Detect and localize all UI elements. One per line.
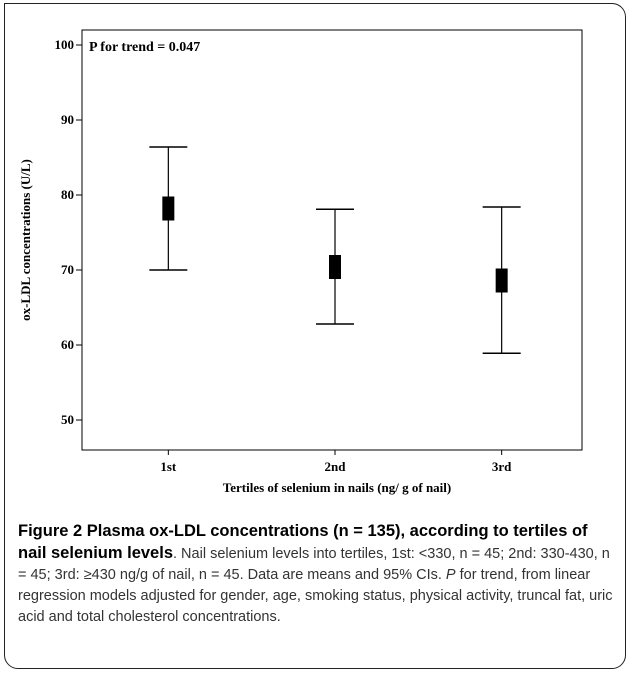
y-tick-label: 60 (61, 337, 74, 352)
x-axis-title: Tertiles of selenium in nails (ng/ g of … (223, 480, 451, 495)
x-tick-label: 2nd (325, 459, 347, 474)
y-tick-label: 90 (61, 112, 74, 127)
y-tick-label: 50 (61, 412, 74, 427)
p-trend-annotation: P for trend = 0.047 (89, 40, 200, 55)
figure-caption: Figure 2 Plasma ox-LDL concentrations (n… (18, 521, 618, 628)
caption-body-1: . Nail selenium levels into tertiles, 1s… (18, 546, 610, 583)
y-axis: 50 60 70 80 90 100 (55, 37, 82, 427)
error-bars (149, 146, 521, 354)
figure-frame (4, 3, 626, 669)
x-axis: 1st 2nd 3rd (160, 450, 512, 474)
mean-marker (162, 196, 175, 221)
mean-marker (495, 268, 508, 293)
caption-lead: Figure 2 Plasma ox-LDL concentrations (n… (18, 522, 588, 562)
y-tick-label: 80 (61, 187, 74, 202)
chart: 50 60 70 80 90 100 1st 2nd 3rd P for trend = 0.… (18, 29, 583, 495)
y-axis-title: ox-LDL concentrations (U/L) (18, 159, 33, 321)
plot-area (81, 29, 583, 451)
x-tick-label: 3rd (492, 459, 512, 474)
caption-p-italic: P (445, 567, 456, 583)
x-tick-label: 1st (160, 459, 177, 474)
y-tick-label: 70 (61, 262, 74, 277)
y-tick-label: 100 (55, 37, 75, 52)
caption-body-2: for trend, from linear regression models… (18, 567, 613, 625)
mean-marker (329, 255, 341, 279)
